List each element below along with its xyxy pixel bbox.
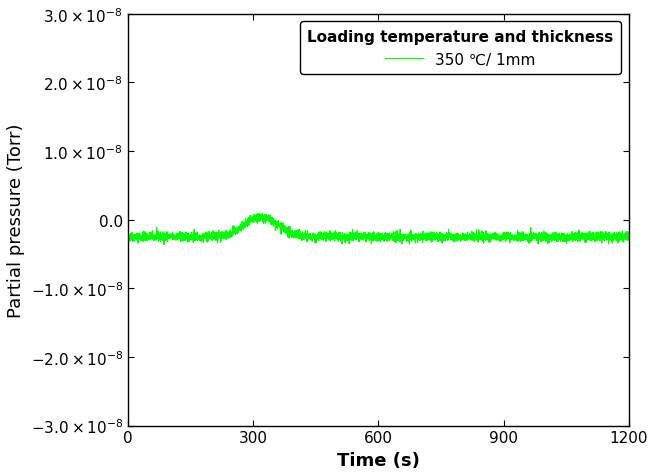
350 ℃/ 1mm (578, 231, 586, 237)
350 ℃/ 1mm (264, 215, 272, 221)
350 ℃/ 1mm (124, 233, 132, 239)
350 ℃/ 1mm (258, 211, 266, 217)
350 ℃/ 1mm (625, 235, 633, 241)
Line: 350 ℃/ 1mm: 350 ℃/ 1mm (128, 214, 629, 245)
350 ℃/ 1mm (436, 233, 443, 239)
350 ℃/ 1mm (160, 242, 168, 248)
350 ℃/ 1mm (231, 228, 239, 233)
X-axis label: Time (s): Time (s) (337, 451, 420, 469)
350 ℃/ 1mm (427, 230, 435, 236)
Y-axis label: Partial pressure (Torr): Partial pressure (Torr) (7, 123, 25, 317)
350 ℃/ 1mm (625, 234, 633, 239)
Legend: 350 ℃/ 1mm: 350 ℃/ 1mm (299, 22, 621, 75)
